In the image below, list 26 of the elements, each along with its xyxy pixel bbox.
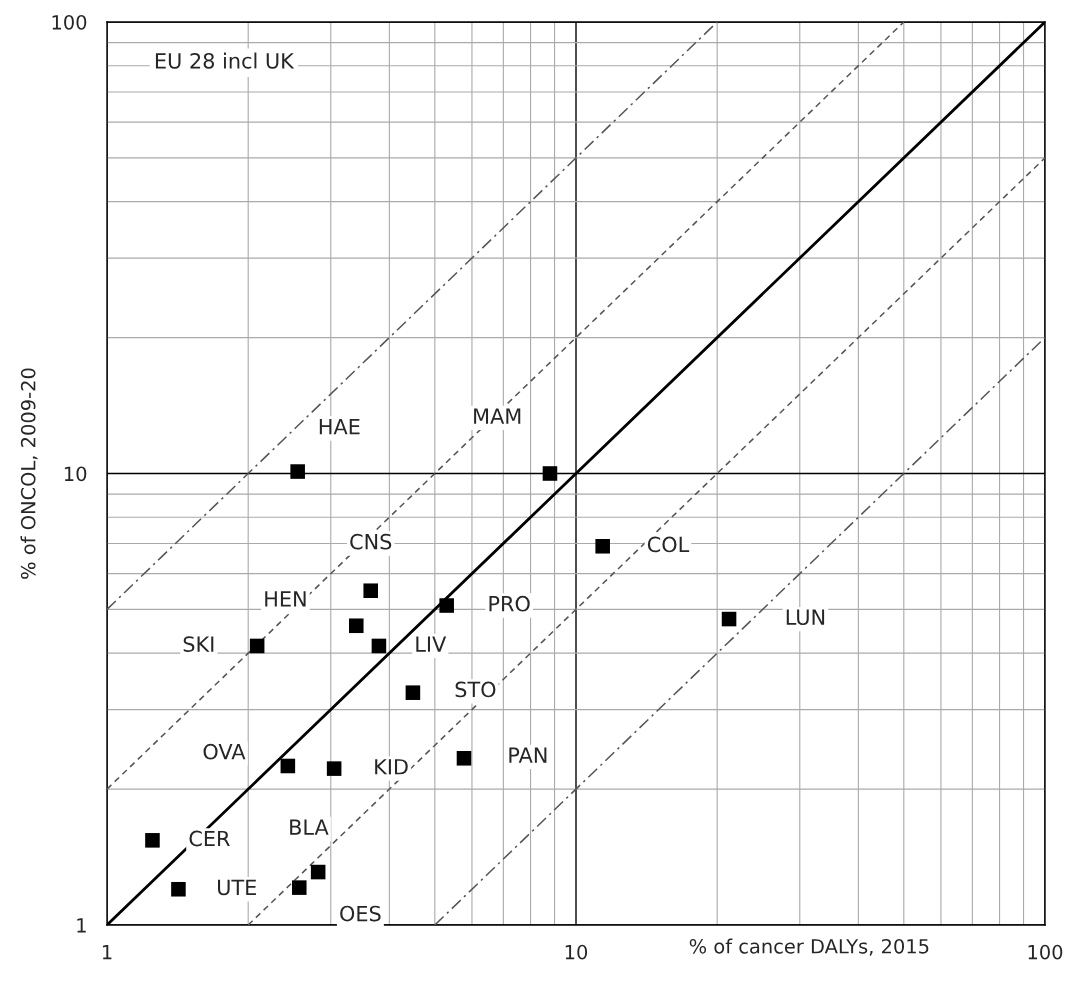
annotation: SKI [183,636,214,652]
annotation: CNS [350,533,392,550]
annotation: HEN [265,591,306,607]
annotation: OVA [203,743,246,760]
annotation: PAN [509,747,547,763]
annotation: PRO [489,595,530,612]
annotation: KID [375,759,408,775]
x-axis-title: % of cancer DALYs, 2015 [689,938,929,956]
annotation: BLA [290,819,329,835]
annotation: COL [647,536,690,553]
annotation: LUN [786,609,825,626]
y-tick-label: 1 [77,918,86,933]
annotation: CER [189,830,230,847]
annotation: HAE [319,419,360,435]
annotation: STO [455,681,496,698]
annotation: LIV [416,636,447,652]
x-tick-label: 100 [1028,944,1063,960]
x-tick-label: 1 [102,945,112,960]
annotation: EU 28 incl UK [155,52,295,69]
annotation: UTE [218,879,256,896]
annotation: MAM [474,408,521,424]
annotation: OES [340,905,381,922]
y-tick-label: 100 [52,14,87,30]
x-tick-label: 10 [565,944,588,960]
y-tick-label: 10 [64,466,87,482]
y-axis-title: % of ONCOL, 2009-20 [20,368,38,579]
